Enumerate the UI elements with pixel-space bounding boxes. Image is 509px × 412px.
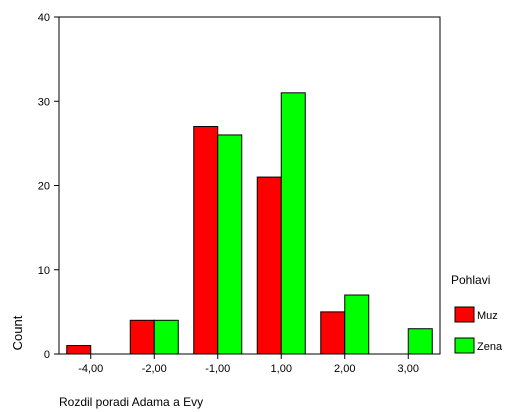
bar-muz-0 (66, 345, 92, 355)
bar-zena-1 (153, 319, 179, 355)
x-axis-label: Rozdil poradi Adama a Evy (59, 395, 203, 409)
bar-muz-2 (193, 126, 219, 355)
legend-swatch-zena (454, 337, 475, 354)
y-axis: 0 10 20 30 40 (38, 12, 59, 361)
legend-label-zena: Zena (477, 341, 503, 353)
bar-zena-4 (344, 294, 370, 355)
bars-layer (66, 92, 433, 355)
x-tick-label-2: -1,00 (205, 363, 230, 375)
x-tick-label-3: 1,00 (271, 363, 292, 375)
legend-swatch-muz (454, 306, 475, 323)
y-tick-label-2: 20 (38, 181, 50, 193)
y-tick-label-1: 10 (38, 265, 50, 277)
x-tick-label-0: -4,00 (78, 363, 103, 375)
y-tick-label-3: 30 (38, 96, 50, 108)
plot-frame (58, 16, 441, 355)
bar-zena-3 (280, 92, 306, 355)
x-tick-label-5: 3,00 (398, 363, 419, 375)
x-axis: -4,00 -2,00 -1,00 1,00 2,00 3,00 (78, 354, 419, 375)
bar-muz-4 (320, 311, 346, 355)
y-tick-label-4: 40 (38, 12, 50, 24)
legend-title: Pohlavi (451, 273, 490, 287)
legend-label-muz: Muz (477, 310, 498, 322)
bar-zena-2 (217, 134, 243, 355)
bar-muz-3 (256, 176, 282, 355)
y-axis-label: Count (10, 315, 25, 350)
bar-zena-5 (407, 328, 433, 355)
legend: Pohlavi Muz Zena (451, 273, 503, 354)
y-tick-label-0: 0 (44, 349, 50, 361)
x-tick-label-1: -2,00 (142, 363, 167, 375)
x-tick-label-4: 2,00 (334, 363, 355, 375)
bar-muz-1 (129, 319, 155, 355)
